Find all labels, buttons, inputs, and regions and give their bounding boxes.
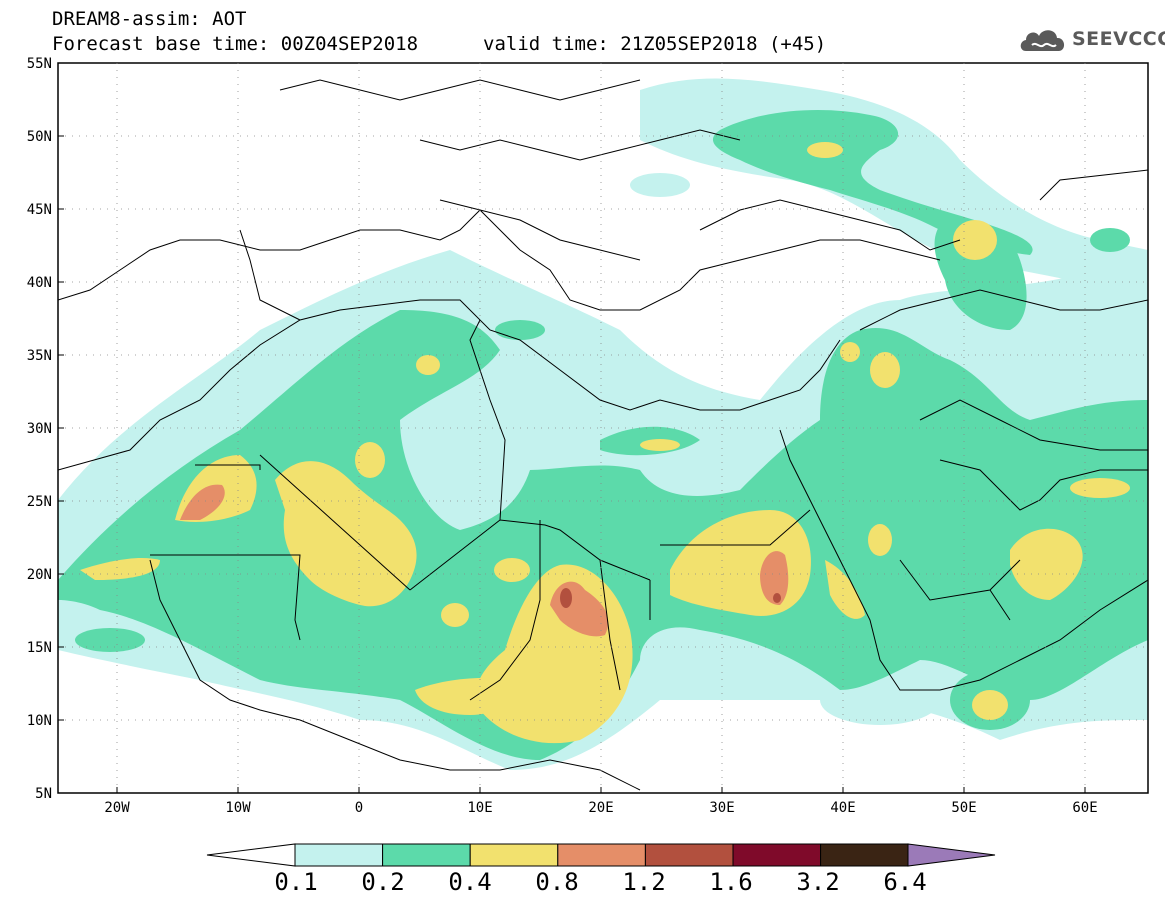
lat-label: 35N (27, 348, 52, 364)
colorbar (206, 843, 996, 867)
colorbar-label: 0.8 (535, 868, 579, 896)
lon-label: 20W (104, 800, 130, 816)
colorbar-cell (382, 843, 471, 867)
lon-label: 50E (951, 800, 976, 816)
colorbar-label: 1.2 (622, 868, 666, 896)
lat-label: 5N (35, 786, 52, 802)
colorbar-under-arrow (206, 843, 296, 867)
axis-ticks (58, 62, 1086, 794)
graticule (58, 63, 1148, 793)
lat-label: 15N (27, 640, 52, 656)
lat-label: 20N (27, 567, 52, 583)
lat-label: 25N (27, 494, 52, 510)
aot-band-1-2 (560, 588, 781, 608)
lat-label: 45N (27, 202, 52, 218)
colorbar-cell (732, 843, 822, 867)
aot-band-0-2 (58, 110, 1148, 760)
logo-text: SEEVCCC (1072, 28, 1165, 50)
lon-label: 10W (225, 800, 251, 816)
colorbar-over-arrow (907, 843, 996, 867)
lat-label: 50N (27, 129, 52, 145)
colorbar-cell (294, 843, 384, 867)
base-time-label: Forecast base time: 00Z04SEP2018 (52, 33, 419, 55)
lon-label: 0 (355, 800, 363, 816)
colorbar-cells (294, 843, 909, 867)
colorbar-label: 3.2 (796, 868, 840, 896)
valid-time-label: valid time: 21Z05SEP2018 (+45) (483, 33, 827, 55)
colorbar-cell (469, 843, 559, 867)
lon-label: 10E (467, 800, 492, 816)
lon-label: 40E (830, 800, 855, 816)
cloud-icon (1020, 30, 1065, 51)
lat-label: 30N (27, 421, 52, 437)
lon-label: 20E (588, 800, 613, 816)
seevccc-logo: SEEVCCC (1018, 25, 1165, 57)
lon-label: 30E (709, 800, 734, 816)
lon-label: 60E (1072, 800, 1097, 816)
lat-label: 55N (27, 56, 52, 72)
colorbar-label: 0.2 (361, 868, 405, 896)
colorbar-label: 0.1 (274, 868, 318, 896)
colorbar-cell (820, 843, 909, 867)
latitude-axis: 55N 50N 45N 40N 35N 30N 25N 20N 15N 10N … (27, 56, 52, 802)
lat-label: 10N (27, 713, 52, 729)
colorbar-cell (644, 843, 734, 867)
colorbar-label: 1.6 (709, 868, 753, 896)
longitude-axis: 20W 10W 0 10E 20E 30E 40E 50E 60E (104, 800, 1097, 816)
lat-label: 40N (27, 275, 52, 291)
country-borders (58, 79, 1148, 791)
model-title: DREAM8-assim: AOT (52, 8, 247, 30)
colorbar-label: 6.4 (883, 868, 927, 896)
colorbar-cell (557, 843, 646, 867)
colorbar-label: 0.4 (448, 868, 492, 896)
